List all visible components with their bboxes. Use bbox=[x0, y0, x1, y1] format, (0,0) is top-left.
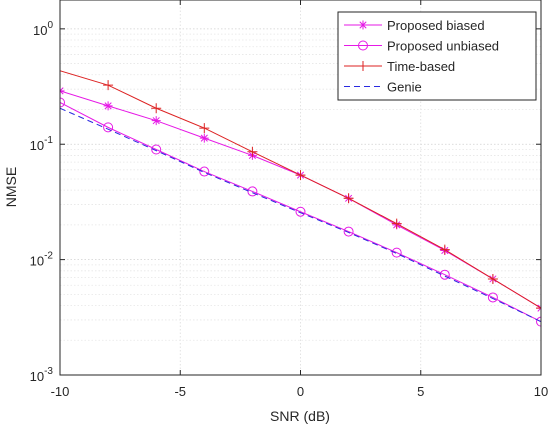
data-point bbox=[103, 80, 114, 91]
legend-label: Proposed biased bbox=[387, 18, 485, 33]
legend-label: Genie bbox=[387, 80, 422, 95]
data-point bbox=[391, 247, 402, 258]
data-point bbox=[199, 133, 209, 143]
legend-entry: Proposed unbiased bbox=[344, 39, 499, 54]
legend-label: Time-based bbox=[387, 59, 455, 74]
data-point bbox=[151, 116, 161, 126]
data-point bbox=[199, 166, 210, 177]
legend: Proposed biased Proposed unbiased Time-bas… bbox=[337, 11, 537, 101]
y-axis-title: NMSE bbox=[3, 167, 19, 207]
data-point bbox=[487, 292, 498, 303]
legend-entry: Proposed biased bbox=[344, 18, 485, 33]
x-tick-label: -5 bbox=[174, 384, 186, 399]
y-tick-label: 10-2 bbox=[30, 251, 54, 269]
data-point bbox=[60, 97, 65, 108]
data-point bbox=[536, 316, 541, 327]
legend-box bbox=[337, 11, 537, 101]
data-point bbox=[199, 123, 210, 134]
x-tick-label: 5 bbox=[417, 384, 424, 399]
legend-entry: Time-based bbox=[344, 59, 455, 74]
data-point bbox=[358, 20, 368, 30]
data-point bbox=[391, 218, 402, 229]
data-point bbox=[536, 303, 541, 314]
x-tick-label: 10 bbox=[534, 384, 548, 399]
x-axis-title: SNR (dB) bbox=[270, 408, 330, 424]
data-point bbox=[295, 170, 306, 181]
axis-ticks: -10 -5 0 5 10 10-3 10-2 10-1 100 bbox=[30, 0, 548, 399]
data-point bbox=[487, 273, 498, 284]
data-point bbox=[103, 101, 113, 111]
series-proposed-unbiased bbox=[60, 97, 541, 327]
y-tick-label: 10-1 bbox=[30, 135, 54, 153]
data-point bbox=[247, 146, 258, 157]
series-line bbox=[60, 107, 541, 323]
data-point bbox=[295, 206, 306, 217]
data-point bbox=[358, 61, 368, 71]
data-point bbox=[439, 269, 450, 280]
legend-label: Proposed unbiased bbox=[387, 39, 499, 54]
data-point bbox=[151, 103, 162, 114]
series-time-based bbox=[60, 70, 541, 314]
data-point bbox=[151, 144, 162, 155]
y-tick-label: 10-3 bbox=[30, 366, 54, 384]
data-point bbox=[358, 40, 368, 51]
data-point bbox=[343, 226, 354, 237]
data-series bbox=[60, 70, 541, 327]
data-point bbox=[247, 186, 258, 197]
y-tick-label: 100 bbox=[33, 20, 53, 38]
series-genie bbox=[60, 107, 541, 323]
data-point bbox=[343, 193, 354, 204]
data-point bbox=[439, 244, 450, 255]
series-line bbox=[60, 102, 541, 323]
legend-entry: Genie bbox=[344, 80, 422, 95]
x-tick-label: 0 bbox=[297, 384, 304, 399]
data-point bbox=[103, 122, 114, 133]
x-tick-label: -10 bbox=[51, 384, 70, 399]
